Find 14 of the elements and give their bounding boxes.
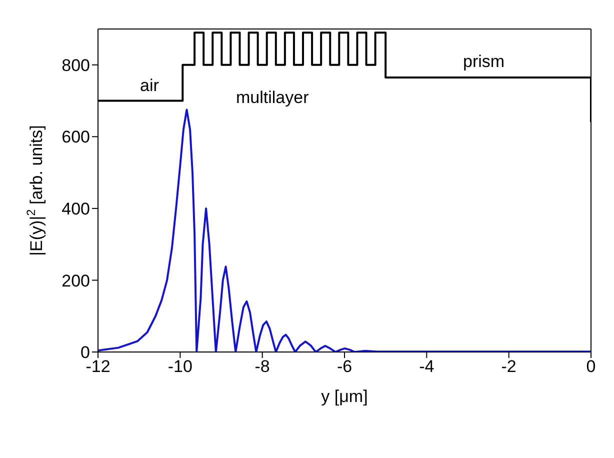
x-axis-title: y [μm] xyxy=(321,387,368,406)
y-tick-label: 800 xyxy=(62,56,90,75)
annotation: air xyxy=(140,76,159,96)
x-tick-label: -8 xyxy=(254,357,270,376)
x-tick-label: -4 xyxy=(419,357,434,376)
y-tick-label: 600 xyxy=(62,128,90,147)
annotation: prism xyxy=(463,52,505,72)
x-tick-label: -6 xyxy=(336,357,352,376)
annotation: multilayer xyxy=(236,88,309,108)
x-tick-label: 0 xyxy=(586,357,596,376)
x-tick-label: -2 xyxy=(501,357,516,376)
y-tick-label: 400 xyxy=(62,199,90,218)
x-tick-label: -10 xyxy=(168,357,192,376)
y-tick-label: 200 xyxy=(62,271,90,290)
